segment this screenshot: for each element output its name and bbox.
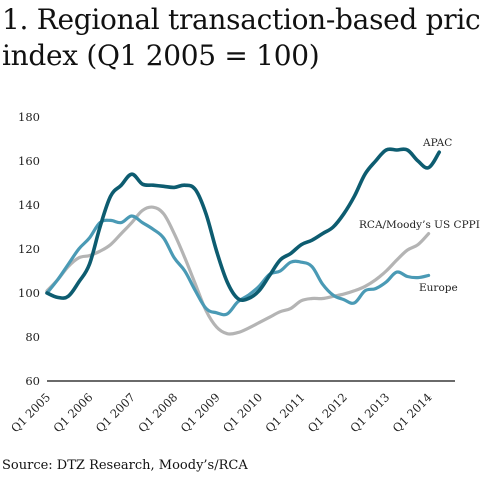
x-tick-label: Q1 2010	[220, 390, 265, 435]
series-label-us-cppi: RCA/Moody’s US CPPI	[359, 219, 480, 231]
series-line-us-cppi	[45, 205, 431, 336]
y-tick-label: 160	[18, 154, 40, 168]
y-tick-label: 80	[25, 330, 40, 344]
y-tick-label: 140	[18, 198, 40, 212]
source-note: Source: DTZ Research, Moody’s/RCA	[2, 458, 248, 473]
x-tick-label: Q1 2008	[135, 390, 180, 435]
x-tick-label: Q1 2013	[347, 390, 392, 435]
x-tick-label: Q1 2005	[8, 390, 53, 435]
x-tick-label: Q1 2007	[93, 390, 138, 435]
x-tick-label: Q1 2006	[50, 390, 95, 435]
series-line-apac	[45, 147, 441, 302]
y-tick-label: 100	[18, 286, 40, 300]
series-label-apac: APAC	[422, 137, 452, 149]
chart-title-line-2: index (Q1 2005 = 100)	[2, 39, 320, 72]
x-tick-label: Q1 2011	[262, 390, 307, 435]
y-tick-label: 60	[25, 374, 40, 388]
y-axis-ticks: 60 80 100 120 140 160 180	[18, 110, 40, 388]
series-layer	[45, 147, 441, 336]
chart-title: 1. Regional transaction-based price inde…	[2, 2, 480, 74]
y-tick-label: 180	[18, 110, 40, 124]
series-labels: APAC Europe RCA/Moody’s US CPPI	[359, 137, 480, 294]
x-tick-label: Q1 2014	[390, 390, 435, 435]
chart-title-line-1: 1. Regional transaction-based price	[2, 3, 480, 36]
series-label-europe: Europe	[419, 282, 458, 294]
series-line-europe	[45, 214, 431, 317]
x-tick-label: Q1 2012	[305, 390, 350, 435]
x-tick-label: Q1 2009	[178, 390, 223, 435]
y-tick-label: 120	[18, 242, 40, 256]
